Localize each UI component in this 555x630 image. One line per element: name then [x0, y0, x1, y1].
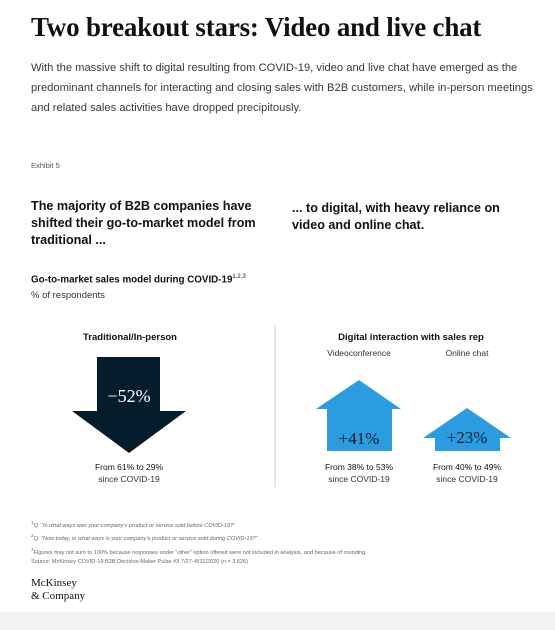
group-label-digital: Digital interaction with sales rep	[338, 332, 484, 343]
change-label-online-chat: +23%	[447, 428, 488, 447]
category-label-online-chat: Online chat	[446, 348, 490, 358]
chart-title-footnote-refs: 1,2,3	[232, 274, 246, 280]
group-label-traditional: Traditional/In-person	[83, 332, 177, 343]
source-note: Source: McKinsey COVID-19 B2B Decision-M…	[31, 559, 249, 566]
logo-line-1: McKinsey	[31, 577, 77, 589]
right-heading: ... to digital, with heavy reliance on v…	[292, 201, 500, 232]
arrow-online-chat-mark	[423, 408, 511, 451]
category-label-videoconference: Videoconference	[327, 348, 391, 358]
change-label-videoconference: +41%	[339, 429, 380, 448]
chart-title: Go-to-market sales model during COVID-19…	[31, 274, 246, 285]
footnote-2: 2Q: “Now today, in what ways is your com…	[31, 533, 258, 543]
caption-videoconference-line1: From 38% to 53%	[325, 462, 393, 472]
caption-videoconference-line2: since COVID-19	[328, 474, 390, 484]
left-heading: The majority of B2B companies have shift…	[31, 199, 256, 247]
arrow-videoconference-mark	[316, 380, 401, 451]
headline: Two breakout stars: Video and live chat	[31, 12, 482, 42]
logo-line-2: & Company	[31, 589, 86, 602]
footnote-3: 3Figures may not sum to 100% because res…	[31, 546, 367, 556]
arrow-traditional-mark	[72, 357, 186, 453]
mckinsey-logo: McKinsey & Company	[31, 577, 85, 602]
caption-online-chat-line2: since COVID-19	[436, 474, 498, 484]
caption-online-chat-line1: From 40% to 49%	[433, 462, 501, 472]
footnote-1: 1Q: “In what ways was your company’s pro…	[31, 520, 235, 529]
caption-traditional-line1: From 61% to 29%	[95, 462, 163, 472]
chart-unit: % of respondents	[31, 290, 105, 301]
exhibit-label: Exhibit 5	[31, 161, 60, 170]
change-label-traditional: −52%	[107, 386, 150, 406]
bottom-band	[0, 612, 555, 630]
intro-paragraph: With the massive shift to digital result…	[31, 62, 533, 114]
chart-title-text: Go-to-market sales model during COVID-19	[31, 274, 233, 286]
caption-traditional-line2: since COVID-19	[98, 474, 160, 484]
footnotes: 1Q: “In what ways was your company’s pro…	[31, 518, 541, 568]
